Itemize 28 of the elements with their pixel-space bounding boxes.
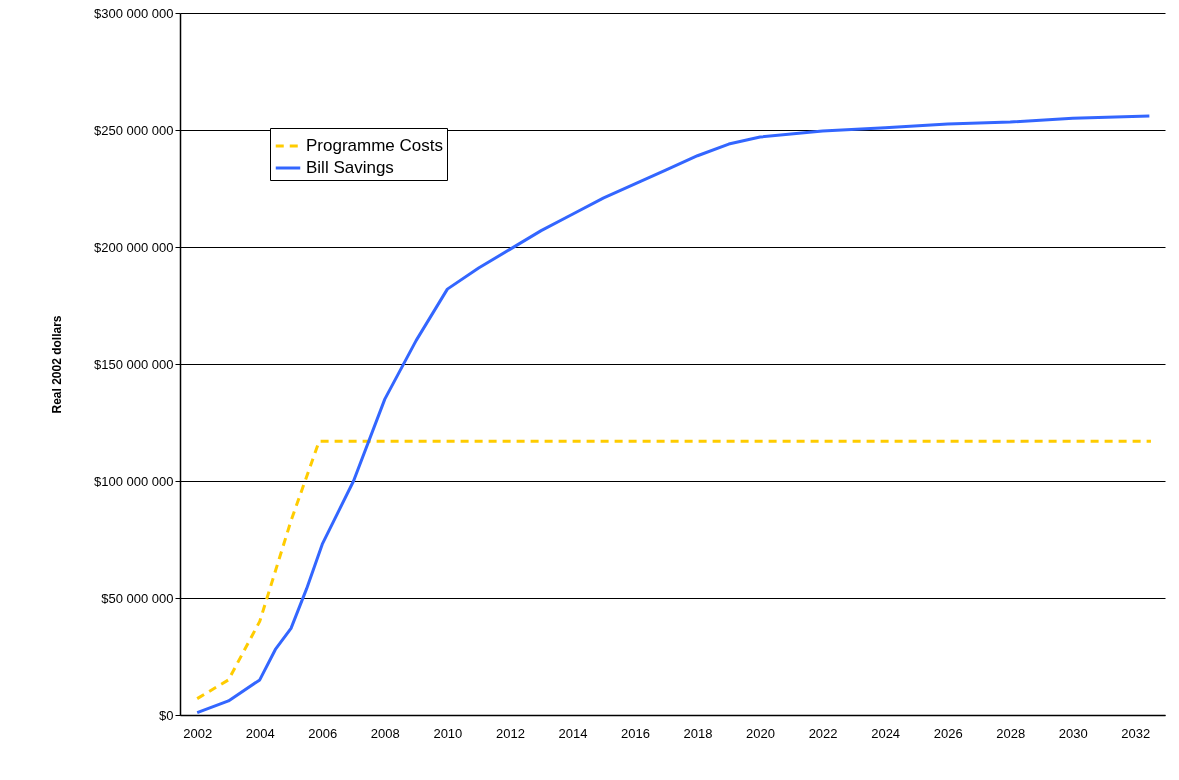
x-tick-label: 2018 [683, 725, 713, 741]
legend-label: Programme Costs [306, 136, 443, 155]
x-tick-label: 2024 [871, 725, 901, 741]
y-tick-label: $200 000 000 [93, 239, 174, 255]
y-tick-label: $300 000 000 [93, 5, 174, 21]
x-tick-label: 2016 [621, 725, 650, 741]
x-tick-label: 2006 [308, 725, 338, 741]
x-tick-label: 2008 [370, 725, 400, 741]
y-axis-title: Real 2002 dollars [49, 315, 64, 414]
y-tick-label: $0 [159, 707, 174, 723]
y-tick-label: $250 000 000 [93, 122, 174, 138]
x-tick-label: 2030 [1058, 725, 1088, 741]
x-tick-label: 2012 [495, 725, 525, 741]
y-tick-label: $150 000 000 [93, 356, 174, 372]
x-tick-label: 2014 [558, 725, 588, 741]
x-tick-label: 2010 [433, 725, 463, 741]
x-tick-label: 2022 [808, 725, 838, 741]
line-series [195, 439, 1153, 701]
line-series [195, 114, 1151, 715]
x-tick-label: 2032 [1121, 725, 1151, 741]
y-tick-label: $50 000 000 [101, 590, 174, 606]
x-tick-label: 2028 [996, 725, 1026, 741]
x-tick-label: 2026 [933, 725, 963, 741]
x-tick-label: 2020 [746, 725, 776, 741]
y-tick-label: $100 000 000 [93, 473, 174, 489]
legend-label: Bill Savings [306, 158, 394, 177]
x-tick-label: 2002 [183, 725, 213, 741]
x-tick-label: 2004 [245, 725, 275, 741]
